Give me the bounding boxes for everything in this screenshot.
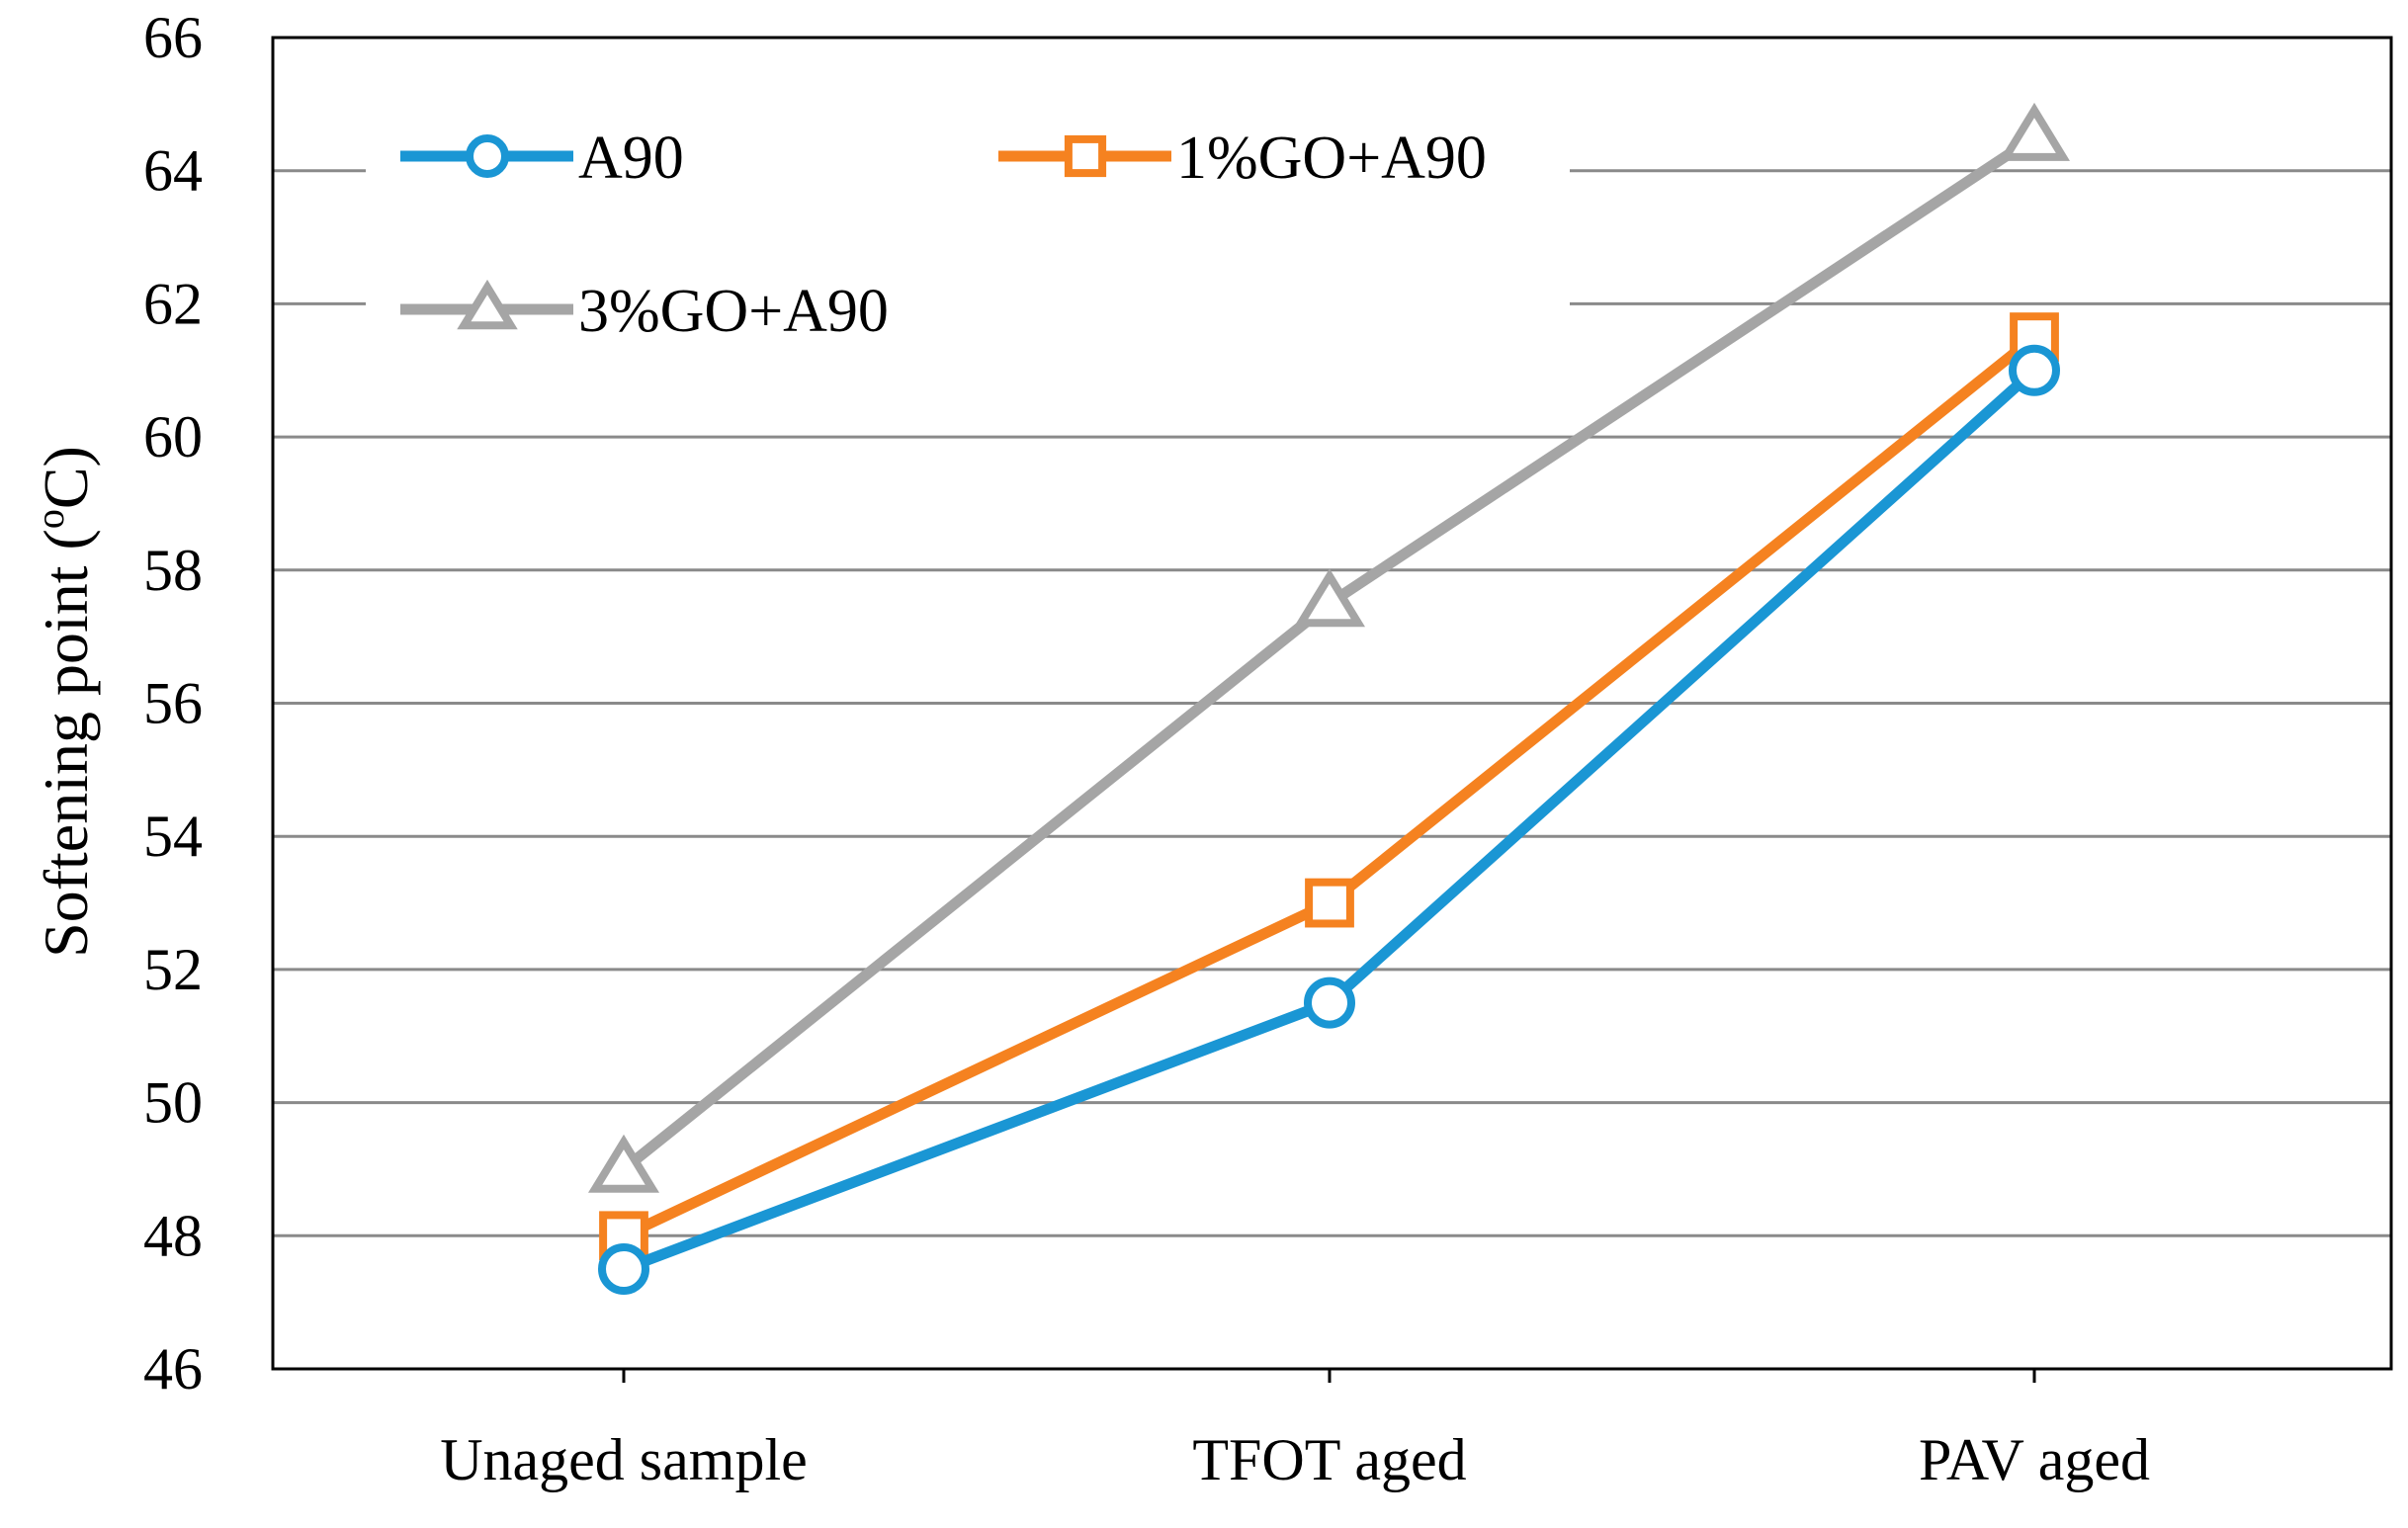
x-tick-label: Unaged sample: [440, 1427, 808, 1492]
series-1%GO+A90: [599, 312, 2059, 1261]
series-3%GO+A90: [587, 102, 2071, 1193]
data-series: [587, 102, 2071, 1295]
y-tick-label: 62: [143, 271, 203, 336]
data-point: [1305, 878, 1354, 928]
legend-label: A90: [578, 125, 684, 192]
y-tick-label: 66: [143, 5, 203, 70]
plot-area: [271, 36, 2393, 1371]
data-point: [457, 279, 518, 330]
data-point: [2009, 344, 2060, 396]
y-tick-label: 64: [143, 138, 203, 204]
y-tick-label: 46: [143, 1336, 203, 1401]
data-point: [1998, 102, 2071, 161]
legend: A90 1%GO+A90 3%GO+A90: [366, 107, 1570, 356]
data-point: [1304, 976, 1355, 1029]
legend-label: 3%GO+A90: [578, 278, 889, 345]
series-A90: [598, 344, 2060, 1295]
data-point: [1064, 134, 1107, 178]
series-line: [621, 332, 2038, 1241]
y-tick-label: 56: [143, 671, 203, 736]
legend-item-3%GO+A90: 3%GO+A90: [400, 278, 889, 345]
data-point: [1293, 568, 1366, 628]
y-tick-label: 48: [143, 1203, 203, 1268]
y-tick-label: 52: [143, 937, 203, 1002]
y-tick-label: 60: [143, 404, 203, 469]
data-point: [466, 134, 509, 178]
y-axis: 46 48 50 52 54 56 58 60 62 64 66: [143, 5, 203, 1401]
data-point: [587, 1134, 660, 1193]
x-tick-label: PAV aged: [1919, 1427, 2150, 1492]
y-tick-label: 50: [143, 1070, 203, 1136]
y-tick-label: 58: [143, 538, 203, 603]
degree-superscript: o: [28, 509, 72, 529]
y-axis-title-unit: C): [31, 446, 101, 509]
y-axis-title: Softening point (oC): [28, 446, 101, 958]
legend-item-A90: A90: [400, 125, 684, 192]
data-point: [598, 1242, 649, 1295]
legend-label: 1%GO+A90: [1176, 125, 1487, 192]
y-tick-label: 54: [143, 804, 203, 869]
x-tick-label: TFOT aged: [1192, 1427, 1466, 1492]
y-axis-title-prefix: Softening point (: [31, 529, 101, 958]
legend-item-1%GO+A90: 1%GO+A90: [998, 125, 1487, 192]
x-axis: Unaged sample TFOT aged PAV aged: [440, 1369, 2150, 1492]
